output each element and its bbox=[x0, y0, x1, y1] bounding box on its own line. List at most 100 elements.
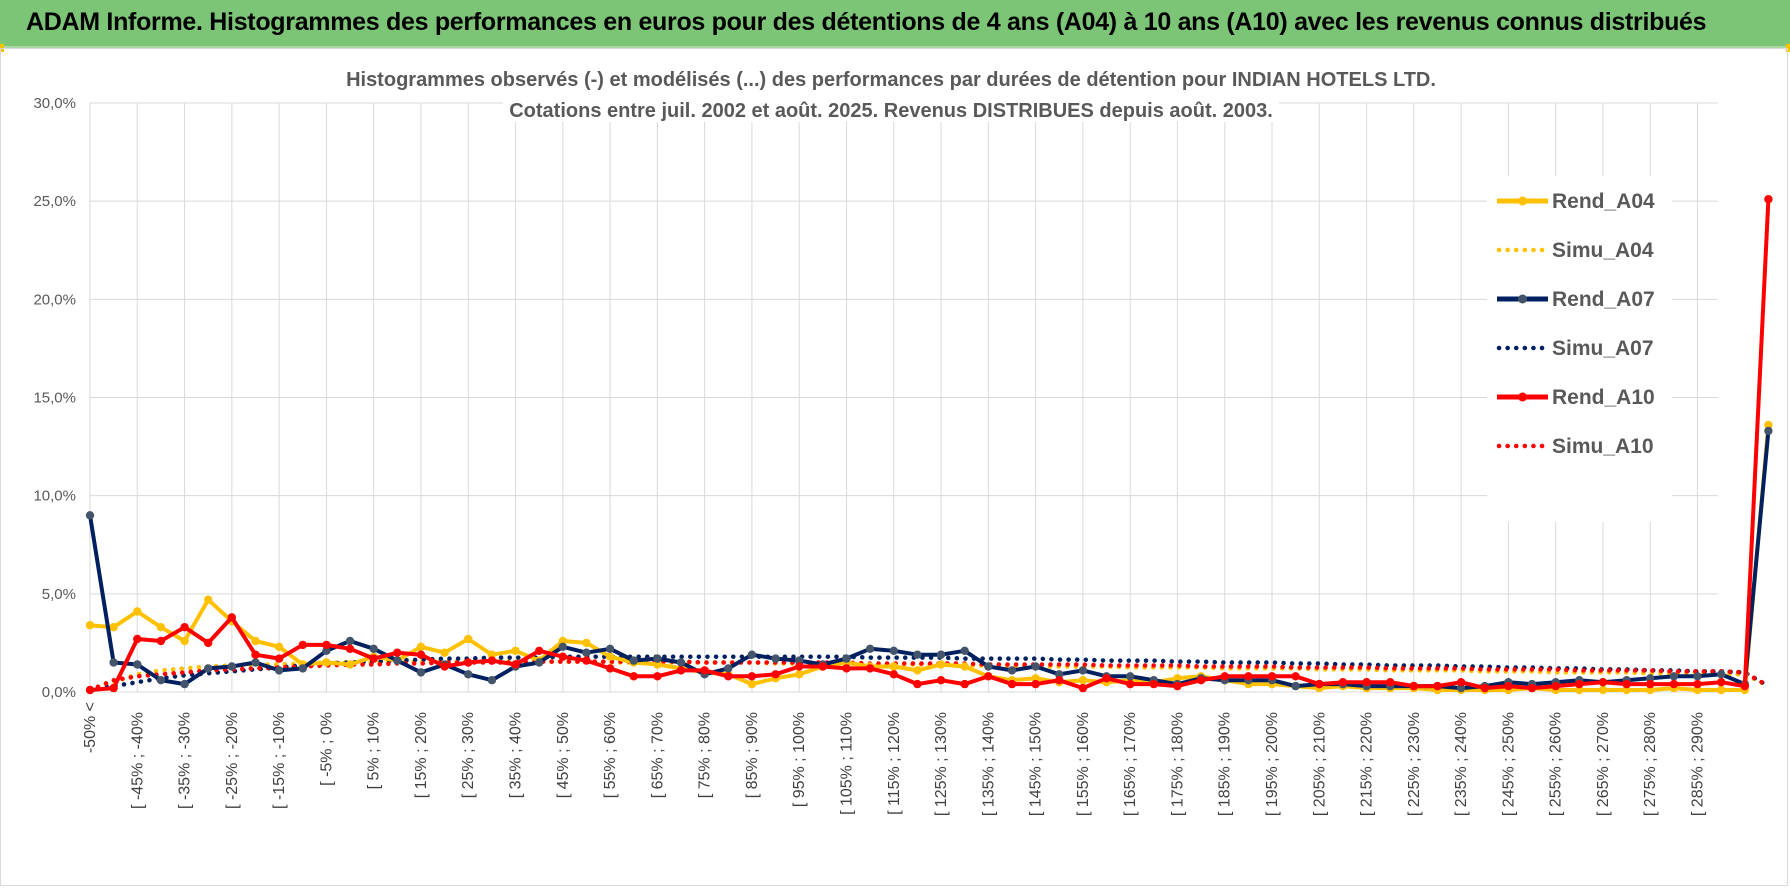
legend-label: Rend_A10 bbox=[1552, 386, 1655, 409]
data-point bbox=[747, 650, 757, 659]
data-point bbox=[1055, 676, 1064, 685]
corner-mark-right bbox=[1786, 44, 1790, 52]
x-tick-label: [ -15% ; -10% bbox=[271, 712, 288, 809]
data-point bbox=[1031, 674, 1040, 683]
legend-item: Rend_A07 bbox=[1497, 288, 1655, 311]
data-point bbox=[1646, 674, 1655, 683]
data-point bbox=[156, 623, 166, 632]
x-tick-label: [ 175% ; 180% bbox=[1169, 712, 1186, 816]
data-point bbox=[1078, 683, 1088, 693]
x-tick-label: [ 85% ; 90% bbox=[744, 712, 761, 798]
data-point bbox=[345, 660, 355, 669]
x-tick-label: [ 215% ; 220% bbox=[1359, 712, 1376, 816]
legend-item: Simu_A04 bbox=[1496, 239, 1654, 262]
data-point bbox=[1480, 683, 1490, 693]
data-point bbox=[960, 679, 969, 689]
x-tick-label: [ 285% ; 290% bbox=[1690, 712, 1707, 816]
data-point bbox=[936, 650, 946, 659]
data-point bbox=[393, 656, 402, 665]
data-point bbox=[1291, 681, 1300, 691]
data-point bbox=[747, 672, 757, 681]
data-point bbox=[1409, 681, 1419, 691]
data-point bbox=[416, 650, 426, 659]
y-tick-label: 25,0% bbox=[33, 193, 76, 210]
data-point bbox=[487, 676, 497, 685]
data-point bbox=[1291, 672, 1300, 681]
x-tick-label: [ 135% ; 140% bbox=[980, 712, 997, 816]
data-point bbox=[1196, 676, 1206, 685]
data-point bbox=[1622, 679, 1631, 689]
data-point bbox=[204, 595, 213, 604]
y-tick-label: 30,0% bbox=[33, 95, 76, 112]
data-point bbox=[771, 654, 780, 663]
data-point bbox=[865, 644, 875, 653]
data-point bbox=[1362, 678, 1371, 687]
data-point bbox=[653, 672, 662, 681]
data-point bbox=[109, 658, 118, 667]
data-point bbox=[345, 644, 355, 653]
report-banner: ADAM Informe. Histogrammes des performan… bbox=[0, 0, 1790, 48]
x-tick-label: [ 155% ; 160% bbox=[1075, 712, 1092, 816]
data-point bbox=[1055, 670, 1064, 679]
data-point bbox=[605, 664, 615, 673]
data-point bbox=[1315, 679, 1324, 689]
chart-subtitle: Cotations entre juil. 2002 et août. 2025… bbox=[509, 100, 1273, 122]
series-Simu_A07 bbox=[87, 654, 1771, 693]
data-point bbox=[1717, 685, 1726, 695]
x-tick-label: [ -45% ; -40% bbox=[129, 712, 146, 809]
data-point bbox=[724, 664, 733, 673]
data-point bbox=[1126, 679, 1135, 689]
data-point bbox=[464, 670, 473, 679]
data-point bbox=[676, 658, 686, 667]
chart-title-bg bbox=[345, 62, 1437, 92]
data-point bbox=[1456, 678, 1466, 687]
x-tick-label: [ 75% ; 80% bbox=[697, 712, 714, 798]
data-point bbox=[251, 636, 260, 646]
data-point bbox=[676, 666, 686, 675]
data-point bbox=[1149, 679, 1159, 689]
data-point bbox=[156, 636, 166, 646]
data-point bbox=[85, 685, 95, 695]
x-tick-label: [ 15% ; 20% bbox=[413, 712, 430, 798]
data-point bbox=[1598, 678, 1608, 687]
data-point bbox=[133, 634, 142, 644]
data-point bbox=[1007, 679, 1017, 689]
data-point bbox=[1433, 681, 1442, 691]
data-point bbox=[936, 676, 946, 685]
data-point bbox=[109, 683, 118, 693]
series-Rend_A10 bbox=[85, 195, 1773, 695]
x-tick-label: [ 205% ; 210% bbox=[1311, 712, 1328, 816]
legend-item: Rend_A04 bbox=[1497, 190, 1655, 213]
data-point bbox=[913, 666, 922, 675]
data-point bbox=[936, 660, 946, 669]
data-point bbox=[227, 662, 236, 671]
data-point bbox=[558, 652, 567, 661]
data-point bbox=[535, 658, 544, 667]
data-point bbox=[416, 668, 426, 677]
data-point bbox=[653, 660, 662, 669]
data-point bbox=[1173, 681, 1182, 691]
report-title: ADAM Informe. Histogrammes des performan… bbox=[26, 8, 1707, 36]
data-point bbox=[1173, 674, 1182, 683]
data-point bbox=[1717, 670, 1726, 679]
y-tick-label: 0,0% bbox=[42, 684, 76, 701]
data-point bbox=[629, 672, 638, 681]
x-tick-label: [ 185% ; 190% bbox=[1217, 712, 1234, 816]
data-point bbox=[1078, 666, 1088, 675]
legend-label: Simu_A07 bbox=[1552, 337, 1654, 360]
x-tick-label: [ 165% ; 170% bbox=[1122, 712, 1139, 816]
data-point bbox=[1244, 672, 1253, 681]
data-point bbox=[558, 642, 567, 651]
data-point bbox=[416, 642, 426, 651]
chart-frame bbox=[0, 48, 1788, 886]
data-point bbox=[1551, 681, 1560, 691]
data-point bbox=[322, 658, 331, 667]
data-point bbox=[1717, 678, 1726, 687]
data-point bbox=[1456, 683, 1466, 693]
data-point bbox=[1575, 685, 1584, 695]
legend-label: Rend_A07 bbox=[1552, 288, 1655, 311]
legend-item: Simu_A10 bbox=[1496, 435, 1654, 458]
data-point bbox=[700, 666, 709, 675]
data-point bbox=[440, 662, 449, 671]
x-tick-label: [ 95% ; 100% bbox=[791, 712, 808, 807]
